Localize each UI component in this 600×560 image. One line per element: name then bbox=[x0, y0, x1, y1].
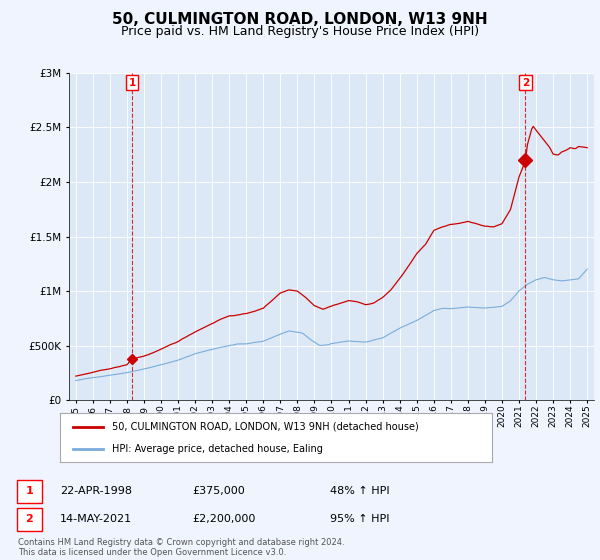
Text: Contains HM Land Registry data © Crown copyright and database right 2024.
This d: Contains HM Land Registry data © Crown c… bbox=[18, 538, 344, 557]
Text: 14-MAY-2021: 14-MAY-2021 bbox=[60, 514, 132, 524]
Text: 22-APR-1998: 22-APR-1998 bbox=[60, 486, 132, 496]
Text: HPI: Average price, detached house, Ealing: HPI: Average price, detached house, Eali… bbox=[112, 444, 323, 454]
Text: 1: 1 bbox=[128, 78, 136, 88]
Text: 2: 2 bbox=[521, 78, 529, 88]
Text: £375,000: £375,000 bbox=[192, 486, 245, 496]
Text: Price paid vs. HM Land Registry's House Price Index (HPI): Price paid vs. HM Land Registry's House … bbox=[121, 25, 479, 38]
Text: 50, CULMINGTON ROAD, LONDON, W13 9NH: 50, CULMINGTON ROAD, LONDON, W13 9NH bbox=[112, 12, 488, 27]
Text: 2: 2 bbox=[26, 514, 33, 524]
Text: £2,200,000: £2,200,000 bbox=[192, 514, 256, 524]
Text: 1: 1 bbox=[26, 486, 33, 496]
Text: 95% ↑ HPI: 95% ↑ HPI bbox=[330, 514, 389, 524]
Text: 50, CULMINGTON ROAD, LONDON, W13 9NH (detached house): 50, CULMINGTON ROAD, LONDON, W13 9NH (de… bbox=[112, 422, 419, 432]
Text: 48% ↑ HPI: 48% ↑ HPI bbox=[330, 486, 389, 496]
